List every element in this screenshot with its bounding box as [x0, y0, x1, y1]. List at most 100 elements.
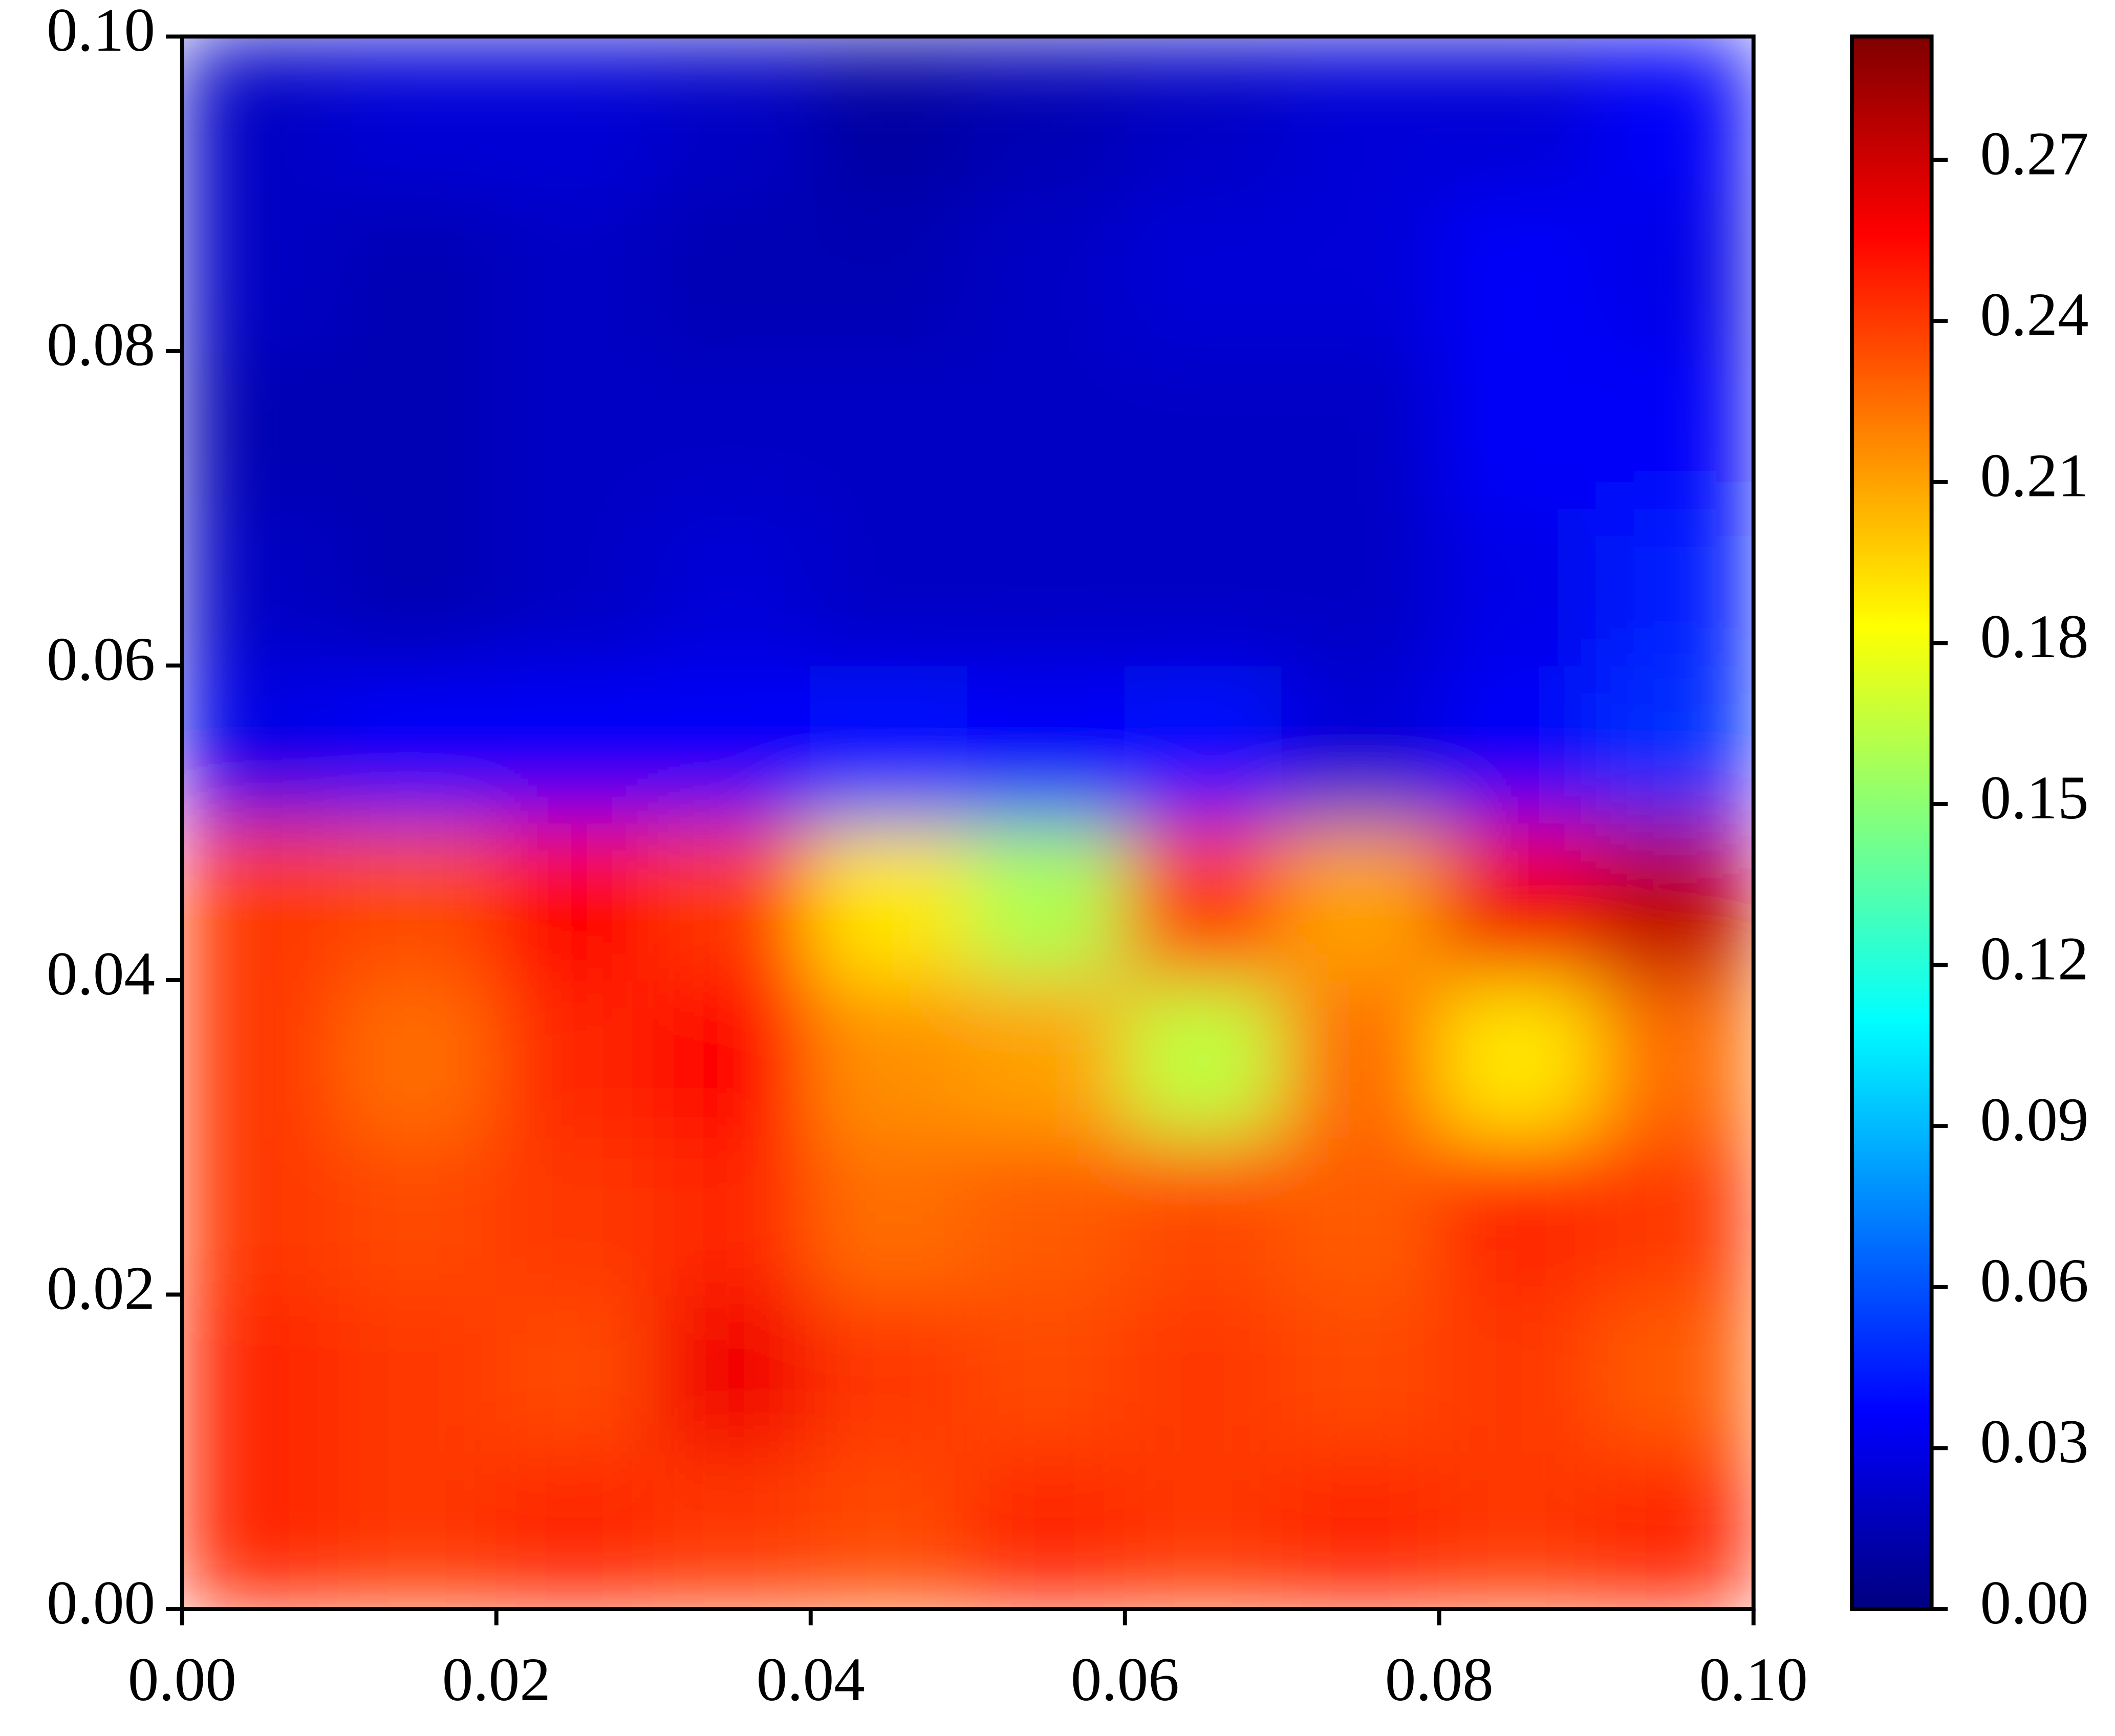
heatmap-cell [495, 36, 655, 194]
heatmap-cell [1595, 36, 1754, 194]
heatmap-cell [1124, 193, 1283, 352]
heatmap-cell [1595, 1294, 1754, 1453]
heatmap-cell [1438, 507, 1598, 666]
heatmap-cell [1595, 979, 1754, 1138]
heatmap-cell [653, 193, 812, 352]
heatmap-cell [1438, 665, 1598, 824]
heatmap-cell [1124, 979, 1283, 1138]
colorbar-tick-label: 0.15 [1980, 764, 2088, 832]
heatmap-cell [967, 350, 1126, 509]
heatmap-cell [967, 1451, 1126, 1610]
heatmap-cell [1281, 1451, 1440, 1610]
heatmap-cell [1281, 36, 1440, 194]
heatmap-cell [1124, 36, 1283, 194]
heatmap-cell [495, 193, 655, 352]
heatmap-cell [495, 507, 655, 666]
heatmap-cell [810, 822, 969, 981]
heatmap-cell [967, 507, 1126, 666]
heatmap-cell [1595, 507, 1754, 666]
heatmap-cell [653, 507, 812, 666]
heatmap-cell [338, 1136, 498, 1295]
heatmap-cell [182, 665, 340, 824]
colorbar-tick-label: 0.21 [1980, 442, 2088, 510]
heatmap-cell [810, 193, 969, 352]
heatmap-cell [1595, 1451, 1754, 1610]
heatmap-cell [182, 1451, 340, 1610]
heatmap-cell [495, 822, 655, 981]
heatmap-cell [1281, 507, 1440, 666]
heatmap-cell [1124, 507, 1283, 666]
heatmap-cell [1438, 350, 1598, 509]
heatmap-cell [182, 36, 340, 194]
colorbar-tick-label: 0.03 [1980, 1407, 2088, 1476]
heatmap-cell [967, 36, 1126, 194]
heatmap-cell [653, 822, 812, 981]
y-tick-label: 0.04 [47, 940, 155, 1008]
heatmap-cell [1281, 979, 1440, 1138]
heatmap-cell [967, 1294, 1126, 1453]
heatmap-cell [182, 350, 340, 509]
heatmap-cell [967, 822, 1126, 981]
heatmap-cell [653, 979, 812, 1138]
x-tick-label: 0.10 [1699, 1645, 1808, 1714]
colorbar-tick-label: 0.27 [1980, 119, 2088, 188]
x-tick-label: 0.00 [128, 1645, 236, 1714]
heatmap-cell [1438, 1294, 1598, 1453]
heatmap-cell [1438, 193, 1598, 352]
heatmap-cell [338, 822, 498, 981]
x-tick-label: 0.02 [442, 1645, 551, 1714]
heatmap-cell [1595, 350, 1754, 509]
heatmap-cell [1595, 193, 1754, 352]
heatmap-cell [810, 1294, 969, 1453]
heatmap-cell [495, 979, 655, 1138]
colorbar-tick-label: 0.18 [1980, 602, 2088, 671]
heatmap-cell [967, 979, 1126, 1138]
heatmap-cell [338, 665, 498, 824]
heatmap-cell [1438, 1451, 1598, 1610]
heatmap-cell [1124, 1294, 1283, 1453]
heatmap-cell [967, 193, 1126, 352]
heatmap-cell [1124, 822, 1283, 981]
heatmap-cell [1124, 1136, 1283, 1295]
heatmap-cell [653, 36, 812, 194]
colorbar-tick-label: 0.24 [1980, 280, 2088, 349]
heatmap-cell [495, 665, 655, 824]
heatmap-cell [1281, 822, 1440, 981]
heatmap-cell [338, 350, 498, 509]
heatmap-cell [1124, 665, 1283, 824]
x-tick-label: 0.04 [757, 1645, 865, 1714]
heatmap-cell [1438, 36, 1598, 194]
heatmap-cell [810, 979, 969, 1138]
heatmap-cell [495, 1451, 655, 1610]
colorbar-tick-label: 0.09 [1980, 1086, 2088, 1154]
heatmap-cell [1438, 822, 1598, 981]
y-tick-label: 0.10 [47, 0, 155, 64]
heatmap-cell [1595, 822, 1754, 981]
y-tick-label: 0.02 [47, 1254, 155, 1322]
heatmap-cell [810, 1136, 969, 1295]
heatmap-cell [182, 507, 340, 666]
heatmap-cell [495, 350, 655, 509]
heatmap-cell [338, 36, 498, 194]
colorbar [1850, 34, 1934, 1611]
heatmap-cell [653, 1451, 812, 1610]
heatmap-cell [810, 36, 969, 194]
plot-frame [180, 34, 1756, 1611]
heatmap-cell [810, 665, 969, 824]
heatmap-cell [495, 1294, 655, 1453]
heatmap-cell [338, 1451, 498, 1610]
heatmap-cell [1281, 350, 1440, 509]
heatmap-cell [338, 1294, 498, 1453]
y-tick-label: 0.08 [47, 311, 155, 379]
heatmap-cell [1281, 193, 1440, 352]
heatmap-cell [182, 193, 340, 352]
y-tick-label: 0.06 [47, 625, 155, 693]
heatmap-cell [1281, 665, 1440, 824]
heatmap-cell [182, 1294, 340, 1453]
x-tick-label: 0.08 [1385, 1645, 1494, 1714]
heatmap-cell [182, 822, 340, 981]
heatmap-cell [967, 665, 1126, 824]
heatmap-cell [967, 1136, 1126, 1295]
